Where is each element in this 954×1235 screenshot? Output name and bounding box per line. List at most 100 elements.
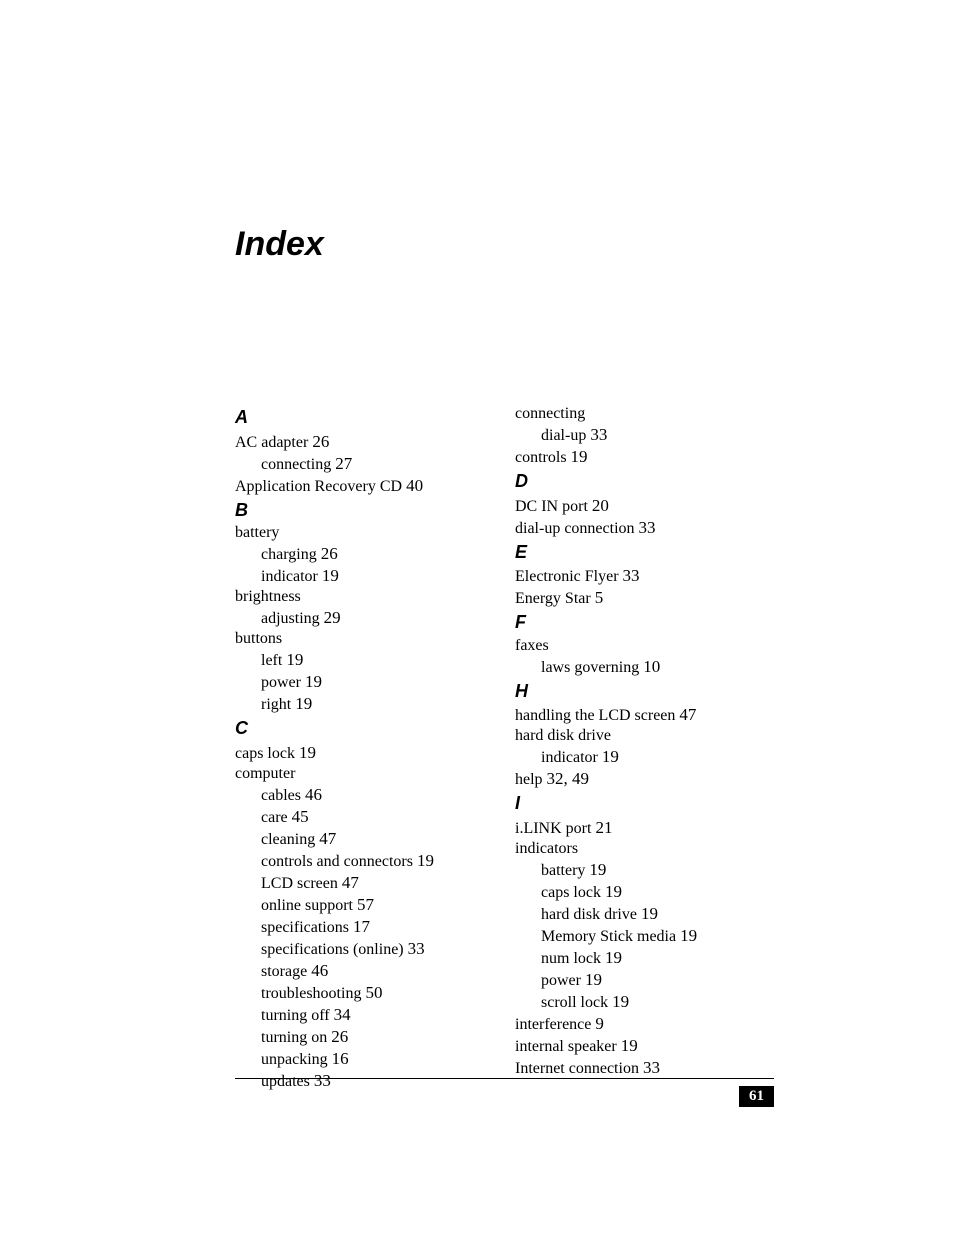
index-subentry: LCD screen 47 [235, 872, 485, 894]
index-term: internal speaker [515, 1038, 617, 1055]
index-term: caps lock [541, 884, 601, 901]
index-entry: help 32, 49 [515, 768, 765, 790]
index-page-ref: 47 [679, 705, 696, 724]
index-subentry: power 19 [235, 671, 485, 693]
index-entry: dial-up connection 33 [515, 517, 765, 539]
index-entry: Electronic Flyer 33 [515, 565, 765, 587]
index-entry: caps lock 19 [235, 742, 485, 764]
index-term: troubleshooting [261, 985, 361, 1002]
index-subentry: updates 33 [235, 1070, 485, 1092]
index-entry: indicators [515, 839, 765, 859]
page-number-badge: 61 [739, 1086, 774, 1107]
index-page-ref: 5 [595, 588, 604, 607]
index-subentry: care 45 [235, 806, 485, 828]
index-column-1: AAC adapter 26connecting 27Application R… [235, 404, 485, 1092]
index-term: left [261, 652, 282, 669]
section-letter: F [515, 611, 765, 634]
index-term: online support [261, 897, 353, 914]
index-entry: hard disk drive [515, 726, 765, 746]
index-term: charging [261, 546, 317, 563]
index-subentry: indicator 19 [235, 565, 485, 587]
index-term: dial-up connection [515, 520, 635, 537]
index-term: right [261, 696, 291, 713]
section-letter: C [235, 717, 485, 740]
index-page-ref: 19 [322, 566, 339, 585]
index-page-ref: 19 [417, 851, 434, 870]
index-term: caps lock [235, 745, 295, 762]
index-columns: AAC adapter 26connecting 27Application R… [235, 404, 765, 1092]
index-page-ref: 19 [589, 860, 606, 879]
index-subentry: connecting 27 [235, 453, 485, 475]
index-page-ref: 19 [299, 743, 316, 762]
index-page-ref: 46 [305, 785, 322, 804]
index-page-ref: 19 [585, 970, 602, 989]
index-page-ref: 50 [365, 983, 382, 1002]
index-page-ref: 19 [605, 882, 622, 901]
index-entry: interference 9 [515, 1013, 765, 1035]
index-term: help [515, 771, 543, 788]
section-letter: E [515, 541, 765, 564]
index-subentry: adjusting 29 [235, 607, 485, 629]
index-subentry: laws governing 10 [515, 656, 765, 678]
index-page-ref: 29 [324, 608, 341, 627]
index-subentry: unpacking 16 [235, 1048, 485, 1070]
index-term: LCD screen [261, 875, 338, 892]
index-page-ref: 19 [612, 992, 629, 1011]
index-page-ref: 19 [295, 694, 312, 713]
index-term: hard disk drive [515, 727, 611, 744]
index-term: scroll lock [541, 994, 608, 1011]
index-term: i.LINK port [515, 820, 591, 837]
index-term: Electronic Flyer [515, 568, 619, 585]
index-subentry: turning on 26 [235, 1026, 485, 1048]
index-page-ref: 19 [680, 926, 697, 945]
section-letter: H [515, 680, 765, 703]
index-page-ref: 19 [621, 1036, 638, 1055]
index-term: turning off [261, 1007, 330, 1024]
index-page-ref: 33 [590, 425, 607, 444]
index-term: specifications [261, 919, 349, 936]
index-page-ref: 33 [623, 566, 640, 585]
index-page-ref: 16 [332, 1049, 349, 1068]
index-entry: brightness [235, 587, 485, 607]
index-term: adjusting [261, 610, 320, 627]
index-page-ref: 34 [334, 1005, 351, 1024]
index-entry: AC adapter 26 [235, 431, 485, 453]
index-entry: DC IN port 20 [515, 495, 765, 517]
index-page-ref: 26 [321, 544, 338, 563]
index-page-ref: 45 [292, 807, 309, 826]
index-page-ref: 46 [311, 961, 328, 980]
index-term: dial-up [541, 427, 586, 444]
index-subentry: caps lock 19 [515, 881, 765, 903]
index-term: indicators [515, 840, 578, 857]
section-letter: A [235, 406, 485, 429]
index-entry: internal speaker 19 [515, 1035, 765, 1057]
index-term: controls [515, 449, 567, 466]
index-term: cleaning [261, 831, 315, 848]
index-subentry: storage 46 [235, 960, 485, 982]
index-term: computer [235, 765, 295, 782]
index-subentry: num lock 19 [515, 947, 765, 969]
section-letter: D [515, 470, 765, 493]
index-term: Energy Star [515, 590, 591, 607]
index-term: num lock [541, 950, 601, 967]
index-page-ref: 27 [335, 454, 352, 473]
index-term: connecting [261, 456, 331, 473]
index-term: cables [261, 787, 301, 804]
index-entry: controls 19 [515, 446, 765, 468]
index-term: buttons [235, 630, 282, 647]
index-entry: computer [235, 764, 485, 784]
index-page-ref: 40 [406, 476, 423, 495]
index-entry: i.LINK port 21 [515, 817, 765, 839]
index-term: care [261, 809, 288, 826]
index-page-ref: 21 [595, 818, 612, 837]
index-page-ref: 57 [357, 895, 374, 914]
index-term: Internet connection [515, 1060, 639, 1077]
index-column-2: connectingdial-up 33controls 19DDC IN po… [515, 404, 765, 1092]
index-subentry: charging 26 [235, 543, 485, 565]
index-entry: Application Recovery CD 40 [235, 475, 485, 497]
index-page-ref: 19 [305, 672, 322, 691]
index-term: power [541, 972, 581, 989]
index-page-ref: 33 [639, 518, 656, 537]
index-term: power [261, 674, 301, 691]
index-term: turning on [261, 1029, 327, 1046]
